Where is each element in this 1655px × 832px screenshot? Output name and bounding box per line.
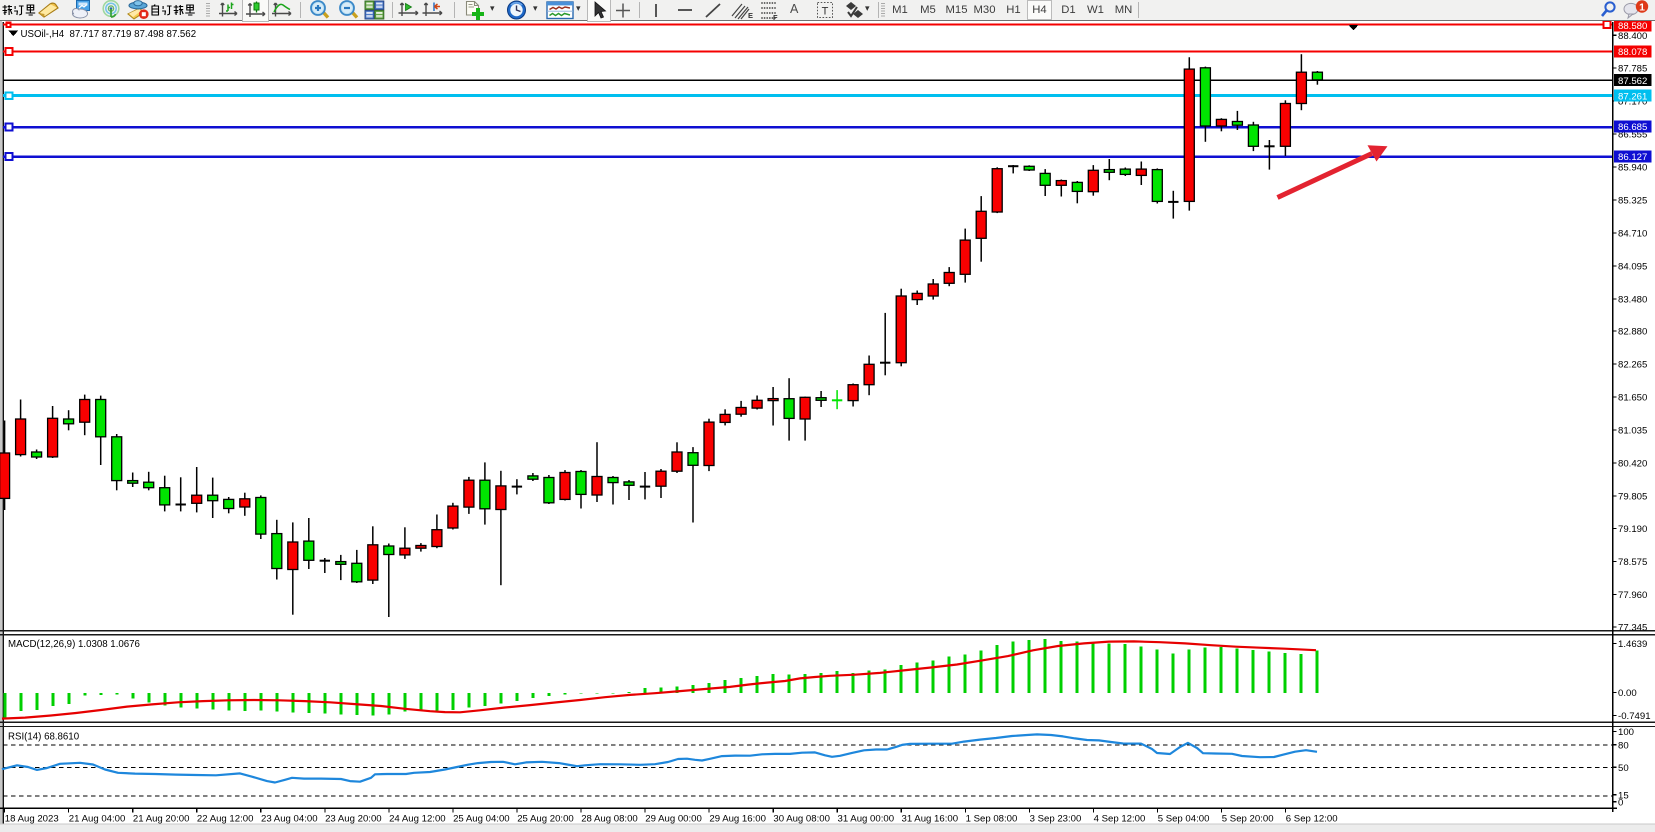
svg-text:29 Aug 00:00: 29 Aug 00:00 bbox=[645, 814, 702, 825]
svg-text:82.265: 82.265 bbox=[1618, 360, 1647, 371]
svg-text:F: F bbox=[773, 13, 778, 21]
svg-text:T: T bbox=[822, 6, 829, 18]
svg-text:5 Sep 20:00: 5 Sep 20:00 bbox=[1222, 814, 1274, 825]
svg-text:21 Aug 20:00: 21 Aug 20:00 bbox=[133, 814, 190, 825]
svg-text:84.095: 84.095 bbox=[1618, 262, 1647, 273]
svg-text:25 Aug 20:00: 25 Aug 20:00 bbox=[517, 814, 574, 825]
svg-text:0: 0 bbox=[1618, 797, 1623, 808]
svg-text:87.261: 87.261 bbox=[1618, 91, 1647, 102]
svg-text:1: 1 bbox=[1639, 1, 1645, 13]
svg-text:88.078: 88.078 bbox=[1618, 47, 1647, 58]
svg-text:23 Aug 04:00: 23 Aug 04:00 bbox=[261, 814, 318, 825]
svg-text:1 Sep 08:00: 1 Sep 08:00 bbox=[966, 814, 1018, 825]
svg-text:88.580: 88.580 bbox=[1618, 21, 1647, 32]
svg-text:77.960: 77.960 bbox=[1618, 590, 1647, 601]
svg-text:77.345: 77.345 bbox=[1618, 623, 1647, 634]
svg-text:81.650: 81.650 bbox=[1618, 393, 1647, 404]
svg-text:85.325: 85.325 bbox=[1618, 196, 1647, 207]
svg-text:82.880: 82.880 bbox=[1618, 327, 1647, 338]
svg-text:83.480: 83.480 bbox=[1618, 295, 1647, 306]
svg-text:79.805: 79.805 bbox=[1618, 492, 1647, 503]
svg-text:87.562: 87.562 bbox=[1618, 76, 1647, 87]
svg-text:31 Aug 00:00: 31 Aug 00:00 bbox=[838, 814, 895, 825]
svg-text:6 Sep 12:00: 6 Sep 12:00 bbox=[1286, 814, 1338, 825]
svg-text:25 Aug 04:00: 25 Aug 04:00 bbox=[453, 814, 510, 825]
svg-text:50: 50 bbox=[1618, 763, 1629, 774]
svg-text:22 Aug 12:00: 22 Aug 12:00 bbox=[197, 814, 254, 825]
svg-text:31 Aug 16:00: 31 Aug 16:00 bbox=[902, 814, 959, 825]
svg-text:5 Sep 04:00: 5 Sep 04:00 bbox=[1158, 814, 1210, 825]
svg-text:29 Aug 16:00: 29 Aug 16:00 bbox=[709, 814, 766, 825]
svg-text:87.785: 87.785 bbox=[1618, 64, 1647, 75]
svg-text:4 Sep 12:00: 4 Sep 12:00 bbox=[1094, 814, 1146, 825]
svg-text:3 Sep 23:00: 3 Sep 23:00 bbox=[1030, 814, 1082, 825]
svg-text:MACD(12,26,9) 1.0308 1.0676: MACD(12,26,9) 1.0308 1.0676 bbox=[8, 639, 140, 650]
svg-text:RSI(14) 68.8610: RSI(14) 68.8610 bbox=[8, 731, 80, 742]
svg-text:USOil-,H4 87.717 87.719 87.49: USOil-,H4 87.717 87.719 87.498 87.562 bbox=[21, 29, 197, 40]
svg-text:21 Aug 04:00: 21 Aug 04:00 bbox=[69, 814, 126, 825]
svg-text:30 Aug 08:00: 30 Aug 08:00 bbox=[773, 814, 830, 825]
svg-text:79.190: 79.190 bbox=[1618, 524, 1647, 535]
svg-text:86.555: 86.555 bbox=[1618, 130, 1647, 141]
svg-text:23 Aug 20:00: 23 Aug 20:00 bbox=[325, 814, 382, 825]
svg-text:15: 15 bbox=[1618, 790, 1629, 801]
svg-text:1.4639: 1.4639 bbox=[1618, 639, 1647, 650]
svg-text:86.127: 86.127 bbox=[1618, 152, 1647, 163]
svg-text:78.575: 78.575 bbox=[1618, 557, 1647, 568]
svg-text:85.940: 85.940 bbox=[1618, 163, 1647, 174]
svg-text:87.170: 87.170 bbox=[1618, 97, 1647, 108]
svg-text:28 Aug 08:00: 28 Aug 08:00 bbox=[581, 814, 638, 825]
svg-text:80.420: 80.420 bbox=[1618, 459, 1647, 470]
svg-text:81.035: 81.035 bbox=[1618, 426, 1647, 437]
svg-text:88.400: 88.400 bbox=[1618, 31, 1647, 42]
svg-text:18 Aug 2023: 18 Aug 2023 bbox=[5, 814, 59, 825]
svg-text:80: 80 bbox=[1618, 740, 1629, 751]
svg-text:86.685: 86.685 bbox=[1618, 122, 1647, 133]
svg-text:24 Aug 12:00: 24 Aug 12:00 bbox=[389, 814, 446, 825]
svg-text:-0.7491: -0.7491 bbox=[1618, 711, 1651, 722]
svg-text:0.00: 0.00 bbox=[1618, 688, 1637, 699]
svg-text:84.710: 84.710 bbox=[1618, 229, 1647, 240]
svg-text:E: E bbox=[748, 11, 753, 20]
svg-text:100: 100 bbox=[1618, 727, 1634, 738]
